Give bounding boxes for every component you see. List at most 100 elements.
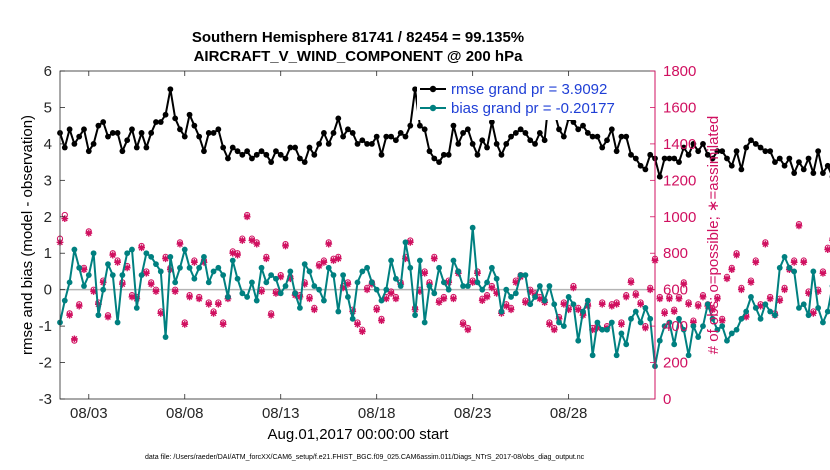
bias-point [249, 279, 255, 286]
obs-assimilated-marker [483, 293, 491, 301]
y-axis-right-label: # of obs: o=possible; ∗=assimilated [705, 116, 722, 355]
rmse-point [359, 137, 366, 144]
bias-point [800, 301, 807, 308]
rmse-point [824, 162, 830, 169]
rmse-point [450, 122, 457, 129]
rmse-point [671, 155, 678, 162]
obs-assimilated-marker [229, 249, 237, 257]
rmse-point [628, 151, 634, 158]
bias-point [397, 283, 404, 289]
rmse-point [762, 148, 769, 155]
obs-assimilated-marker [464, 326, 472, 334]
rmse-point [85, 148, 92, 155]
rmse-point [201, 148, 207, 155]
bias-point [354, 279, 361, 286]
rmse-point [786, 155, 793, 162]
obs-assimilated-marker [152, 288, 160, 295]
obs-assimilated-marker [661, 309, 668, 317]
rmse-point [608, 126, 615, 133]
obs-assimilated-marker [790, 258, 798, 266]
bias-point [469, 224, 476, 231]
rmse-point [143, 144, 150, 151]
bias-point [109, 272, 116, 278]
bias-point [608, 319, 615, 326]
bias-point [292, 290, 299, 297]
obs-assimilated-marker [344, 280, 352, 288]
obs-assimilated-marker [330, 257, 337, 264]
bias-series [57, 224, 830, 370]
rmse-point [412, 86, 418, 93]
legend-bias-swatch-marker [429, 104, 437, 112]
bias-point [565, 294, 572, 300]
rmse-point [791, 170, 798, 176]
obs-assimilated-marker [512, 278, 520, 286]
bias-point [536, 283, 543, 289]
bias-point [556, 319, 562, 326]
obs-assimilated-marker [718, 317, 726, 325]
bias-point [613, 352, 620, 359]
rmse-point [724, 155, 730, 162]
rmse-point [109, 130, 116, 136]
obs-assimilated-marker [589, 326, 597, 334]
y-right-tick-label: 1200 [663, 172, 696, 189]
obs-assimilated-marker [805, 289, 812, 297]
rmse-point [321, 130, 327, 136]
bias-point [90, 250, 97, 257]
bias-point [431, 290, 438, 297]
obs-assimilated-marker [536, 295, 544, 303]
rmse-point [162, 111, 169, 118]
rmse-point [503, 140, 510, 147]
bias-point [297, 304, 303, 311]
bias-point [105, 261, 111, 268]
obs-assimilated-marker [570, 284, 577, 292]
obs-assimilated-marker [435, 299, 443, 306]
rmse-point [469, 140, 476, 147]
y-right-tick-label: 0 [663, 391, 671, 408]
bias-point [546, 283, 553, 289]
rmse-point [680, 144, 687, 151]
obs-assimilated-marker [421, 269, 429, 277]
obs-assimilated-marker [526, 288, 534, 295]
rmse-point [407, 122, 414, 129]
obs-assimilated-marker [277, 273, 285, 281]
obs-assimilated-marker [632, 291, 640, 299]
rmse-point [820, 170, 826, 176]
bias-point [791, 268, 798, 275]
bias-point [690, 323, 697, 330]
bias-point [359, 268, 366, 275]
rmse-point [234, 148, 241, 155]
rmse-point [436, 159, 442, 166]
rmse-point [340, 133, 347, 140]
rmse-point [484, 144, 490, 151]
obs-assimilated-marker [747, 278, 755, 286]
obs-assimilated-marker [814, 288, 822, 295]
rmse-point [244, 148, 251, 155]
obs-assimilated-marker [190, 258, 198, 266]
obs-assimilated-marker [800, 258, 808, 266]
obs-assimilated-marker [210, 309, 217, 317]
x-tick-label: 08/03 [70, 405, 108, 422]
obs-assimilated-marker [238, 237, 246, 244]
rmse-point [138, 130, 145, 136]
rmse-point [397, 130, 404, 136]
rmse-point [335, 115, 342, 122]
obs-assimilated-marker [430, 255, 438, 263]
obs-assimilated-marker [502, 302, 510, 310]
bias-point [623, 341, 630, 348]
y-right-tick-label: 1000 [663, 209, 696, 226]
obs-assimilated-marker [99, 278, 107, 286]
rmse-point [157, 119, 164, 125]
legend: rmse grand pr = 3.9092 bias grand pr = -… [417, 78, 650, 120]
rmse-point [560, 133, 567, 140]
obs-assimilated-marker [253, 240, 261, 248]
obs-assimilated-marker [296, 293, 304, 301]
bias-point [580, 308, 586, 315]
y-right-tick-label: 400 [663, 318, 688, 335]
rmse-point [805, 155, 812, 162]
bias-point [743, 308, 750, 315]
obs-assimilated-marker [670, 308, 678, 315]
rmse-point [249, 155, 255, 162]
rmse-point [584, 130, 591, 136]
rmse-point [76, 133, 83, 140]
obs-assimilated-marker [450, 295, 457, 303]
